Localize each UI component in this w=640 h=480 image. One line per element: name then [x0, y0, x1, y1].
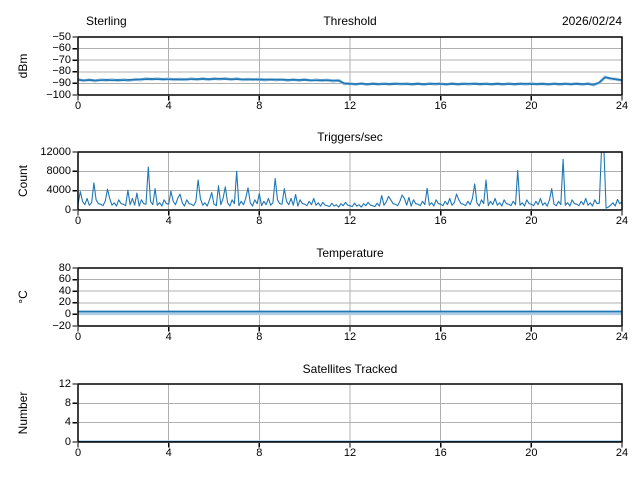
y-tick-label: 4	[64, 416, 71, 429]
y-tick-label: 0	[64, 203, 71, 216]
chart2-title: Triggers/sec	[317, 130, 383, 144]
x-tick-label: 12	[343, 215, 357, 227]
x-tick-label: 4	[165, 215, 172, 227]
y-tick-label: 8000	[46, 164, 71, 177]
x-tick-label: 16	[434, 331, 447, 343]
x-tick-label: 8	[256, 447, 263, 459]
plot-border	[77, 383, 623, 443]
x-tick-label: 0	[74, 447, 82, 459]
x-tick-label: 8	[256, 331, 263, 343]
chart4-title: Satellites Tracked	[302, 362, 398, 376]
series-average	[78, 76, 622, 86]
x-tick-label: 16	[434, 100, 447, 112]
x-tick-label: 0	[74, 100, 82, 112]
y-tick-label: 8	[64, 396, 71, 409]
x-tick-label: 12	[343, 331, 357, 343]
series-count	[78, 152, 622, 209]
x-tick-label: 0	[74, 331, 82, 343]
plot-border	[77, 151, 623, 211]
chart3-title: Temperature	[316, 246, 384, 260]
header-station-name: Sterling	[86, 14, 127, 28]
x-tick-label: 24	[615, 215, 629, 227]
y-tick-label: 0	[64, 307, 71, 320]
chart-2-plot-area	[72, 151, 623, 216]
x-tick-label: 8	[256, 100, 263, 112]
y-tick-label: 0	[64, 435, 71, 448]
y-tick-label: 40	[58, 284, 71, 297]
x-tick-label: 12	[343, 100, 357, 112]
x-tick-label: 20	[525, 100, 538, 112]
x-tick-label: 24	[615, 100, 629, 112]
header-date: 2026/02/24	[561, 14, 622, 28]
x-tick-label: 20	[525, 215, 538, 227]
x-tick-label: 4	[165, 331, 172, 343]
y-tick-label: −90	[52, 76, 71, 89]
y-tick-label: 60	[58, 273, 71, 286]
y-tick-label: −50	[52, 30, 71, 43]
y-tick-label: −60	[52, 42, 71, 55]
plot-border	[77, 267, 623, 327]
x-tick-label: 20	[525, 331, 538, 343]
y-tick-label: 12000	[40, 145, 71, 158]
y-tick-label: −20	[52, 319, 71, 332]
plot-border	[77, 36, 623, 96]
y-tick-label: 20	[58, 296, 71, 309]
x-tick-label: 4	[165, 447, 172, 459]
y-tick-label: −80	[52, 65, 71, 78]
x-tick-label: 24	[615, 331, 629, 343]
x-tick-label: 16	[434, 447, 447, 459]
chart-3-plot-area	[72, 267, 623, 332]
x-tick-label: 20	[525, 447, 538, 459]
y-tick-label: −100	[46, 88, 71, 101]
y-tick-label: 4000	[46, 184, 71, 197]
chart1-title: Threshold	[323, 14, 377, 28]
y-tick-label: −70	[52, 53, 71, 66]
x-tick-label: 12	[343, 447, 357, 459]
chart-1-plot-area	[72, 36, 623, 101]
x-tick-label: 4	[165, 100, 172, 112]
y-tick-label: 80	[58, 261, 71, 274]
x-tick-label: 16	[434, 215, 447, 227]
y-tick-label: 12	[58, 377, 71, 390]
x-tick-label: 8	[256, 215, 263, 227]
chart-4-plot-area	[72, 383, 623, 448]
x-tick-label: 24	[615, 447, 629, 459]
x-tick-label: 0	[74, 215, 82, 227]
